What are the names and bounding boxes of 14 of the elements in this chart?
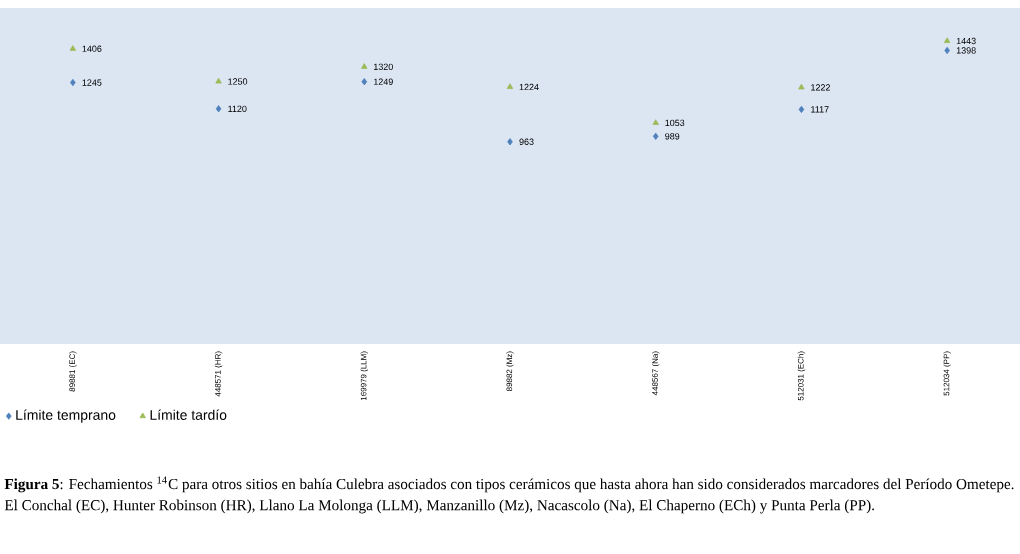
point (361, 63, 368, 69)
point (652, 132, 659, 140)
point (507, 138, 513, 146)
point (361, 78, 368, 86)
point (798, 105, 805, 114)
point (943, 37, 951, 43)
point (215, 105, 222, 113)
point (798, 83, 805, 90)
point (944, 46, 950, 55)
point (69, 45, 77, 51)
point (215, 77, 222, 84)
point (652, 119, 659, 125)
point (506, 83, 514, 89)
point (70, 78, 76, 87)
